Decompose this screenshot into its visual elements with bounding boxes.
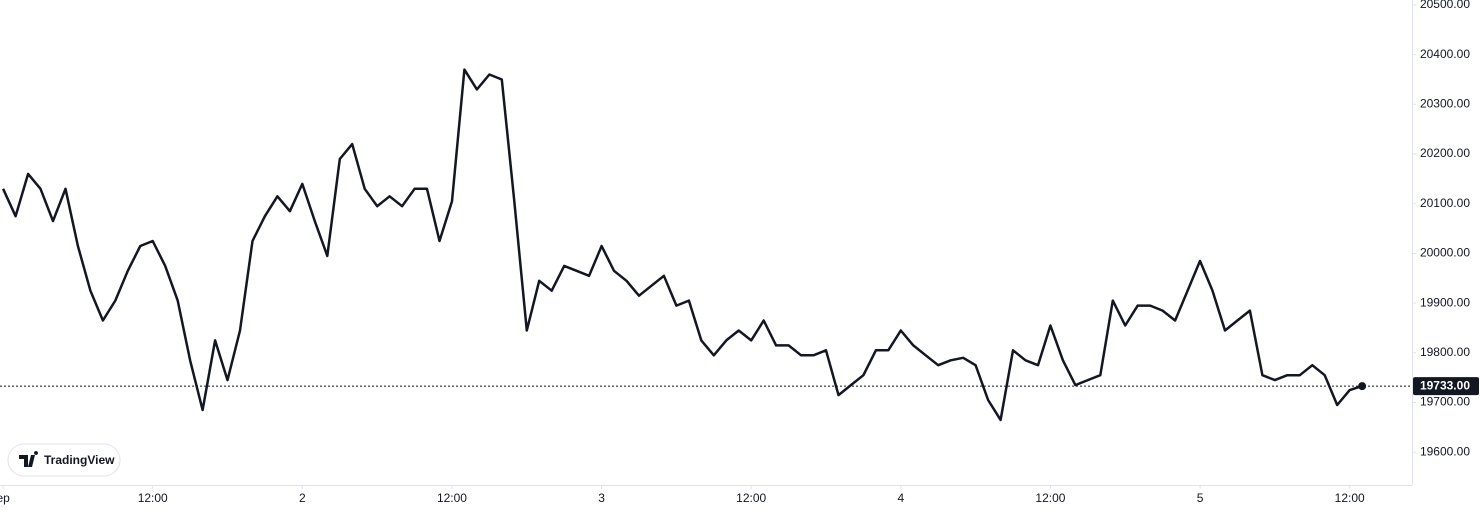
logo-icon [19, 451, 39, 467]
x-tick-label: 12:00 [736, 491, 766, 505]
x-tick-label: 12:00 [138, 491, 168, 505]
x-tick-label: 12:00 [1335, 491, 1365, 505]
y-tick-label: 20400.00 [1420, 47, 1470, 61]
x-tick-label: 12:00 [1035, 491, 1065, 505]
y-tick-label: 19900.00 [1420, 295, 1470, 309]
last-point [1358, 382, 1367, 391]
y-tick-label: 20500.00 [1420, 0, 1470, 11]
last-price-box [1413, 377, 1479, 396]
price-line [1, 68, 1363, 422]
y-tick-label: 20100.00 [1420, 196, 1470, 210]
x-tick-label: 12:00 [437, 491, 467, 505]
y-tick-label: 19700.00 [1420, 395, 1470, 409]
x-tick-label: 4 [897, 491, 904, 505]
watermark-badge[interactable]: TradingView [7, 443, 121, 477]
y-tick-label: 20200.00 [1420, 146, 1470, 160]
x-tick-label: 2 [299, 491, 306, 505]
watermark-text: TradingView [44, 453, 115, 467]
y-tick-label: 20300.00 [1420, 97, 1470, 111]
y-tick-label: 19800.00 [1420, 345, 1470, 359]
y-tick-label: 19600.00 [1420, 444, 1470, 458]
x-tick-label: 3 [598, 491, 605, 505]
last-price-label: 19733.00 [1420, 378, 1470, 392]
x-tick-label: 5 [1197, 491, 1204, 505]
y-tick-label: 20000.00 [1420, 246, 1470, 260]
x-tick-label: ep [0, 491, 10, 505]
